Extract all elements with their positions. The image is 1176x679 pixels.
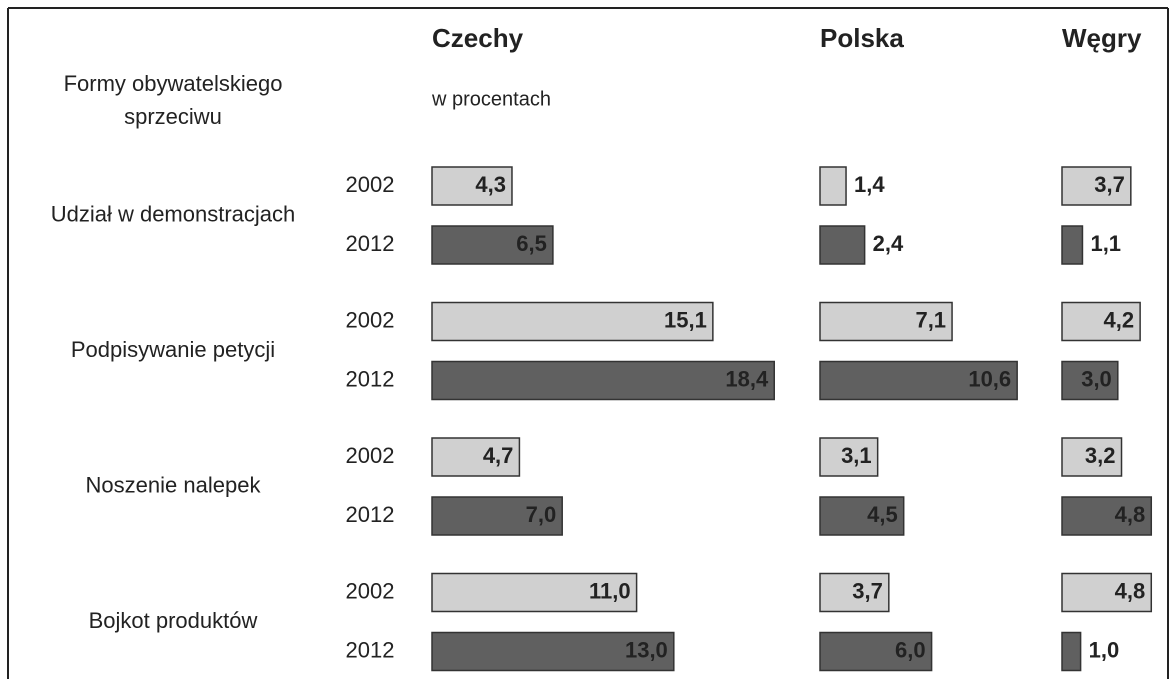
bar — [431, 301, 714, 342]
year-label: 2002 — [346, 578, 395, 603]
value-label: 10,6 — [968, 366, 1011, 391]
bar — [1061, 166, 1132, 206]
category-label: Noszenie nalepek — [86, 472, 262, 497]
year-label: 2012 — [346, 637, 395, 662]
subtitle: w procentach — [431, 88, 551, 110]
bar — [819, 225, 866, 265]
year-label: 2002 — [346, 443, 395, 468]
category-label: Udział w demonstracjach — [51, 201, 296, 226]
value-label: 1,0 — [1089, 637, 1120, 662]
row-header: Formy obywatelskiego — [64, 71, 283, 96]
year-label: 2002 — [346, 307, 395, 332]
value-label: 15,1 — [664, 307, 707, 332]
bar — [819, 301, 953, 342]
bar — [1061, 437, 1123, 477]
value-label: 4,8 — [1115, 502, 1146, 527]
bar — [819, 572, 890, 613]
bar — [1061, 225, 1084, 265]
value-label: 4,7 — [483, 443, 514, 468]
year-label: 2012 — [346, 231, 395, 256]
value-label: 11,0 — [589, 578, 631, 603]
panel-title: Polska — [820, 23, 904, 53]
bar — [1061, 360, 1119, 401]
bar — [819, 631, 933, 672]
value-label: 1,1 — [1090, 231, 1121, 256]
year-label: 2012 — [346, 502, 395, 527]
row-header: sprzeciwu — [124, 104, 222, 129]
bar — [431, 437, 521, 477]
value-label: 3,1 — [841, 443, 872, 468]
value-label: 18,4 — [725, 366, 769, 391]
bar — [1061, 496, 1153, 536]
bar — [431, 631, 675, 672]
value-label: 4,3 — [475, 172, 506, 197]
panel-title: Węgry — [1062, 23, 1142, 53]
bar — [1061, 631, 1082, 672]
bar — [431, 360, 775, 401]
bar — [1061, 572, 1153, 613]
bar — [819, 360, 1018, 401]
year-label: 2012 — [346, 366, 395, 391]
year-label: 2002 — [346, 172, 395, 197]
value-label: 13,0 — [625, 637, 668, 662]
value-label: 7,1 — [915, 307, 946, 332]
value-label: 3,0 — [1081, 366, 1112, 391]
value-label: 2,4 — [873, 231, 904, 256]
value-label: 3,7 — [852, 578, 883, 603]
value-label: 1,4 — [854, 172, 885, 197]
value-label: 7,0 — [526, 502, 557, 527]
bar — [431, 572, 638, 613]
bar — [819, 496, 905, 536]
value-label: 3,2 — [1085, 443, 1116, 468]
category-label: Bojkot produktów — [89, 608, 258, 633]
value-label: 6,5 — [516, 231, 547, 256]
value-label: 3,7 — [1094, 172, 1125, 197]
bar — [819, 437, 879, 477]
value-label: 4,8 — [1115, 578, 1146, 603]
bar — [431, 496, 563, 536]
bar — [431, 166, 513, 206]
value-label: 6,0 — [895, 637, 926, 662]
value-label: 4,2 — [1104, 307, 1135, 332]
bar — [819, 166, 847, 206]
category-label: Podpisywanie petycji — [71, 337, 275, 362]
bar — [431, 225, 554, 265]
bar — [1061, 301, 1141, 342]
panel-title: Czechy — [432, 23, 524, 53]
value-label: 4,5 — [867, 502, 898, 527]
